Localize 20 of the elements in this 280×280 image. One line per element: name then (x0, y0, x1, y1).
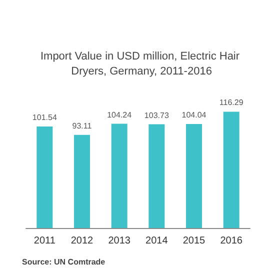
x-tick-label: 2012 (70, 236, 94, 246)
source-note: Source: UN Comtrade (22, 258, 106, 266)
bar (111, 124, 128, 228)
x-tick-label: 2014 (146, 236, 168, 246)
bar (148, 124, 165, 228)
data-label: 101.54 (32, 112, 58, 122)
data-label: 104.04 (182, 110, 207, 120)
chart-title: Import Value in USD million, Electric Hair Dryers, Germany, 2011-2016 (40, 50, 240, 78)
bar (74, 134, 90, 228)
x-tick-label: 2016 (220, 236, 243, 246)
bar (36, 126, 53, 228)
x-tick-label: 2013 (108, 236, 131, 246)
data-label: 116.29 (219, 98, 244, 108)
x-tick-label: 2011 (34, 236, 56, 246)
data-label: 104.24 (107, 110, 132, 120)
x-tick-label: 2015 (182, 236, 206, 246)
data-label: 93.11 (72, 121, 92, 130)
data-label: 103.73 (144, 110, 170, 120)
bar (223, 112, 240, 228)
bar (186, 124, 202, 228)
